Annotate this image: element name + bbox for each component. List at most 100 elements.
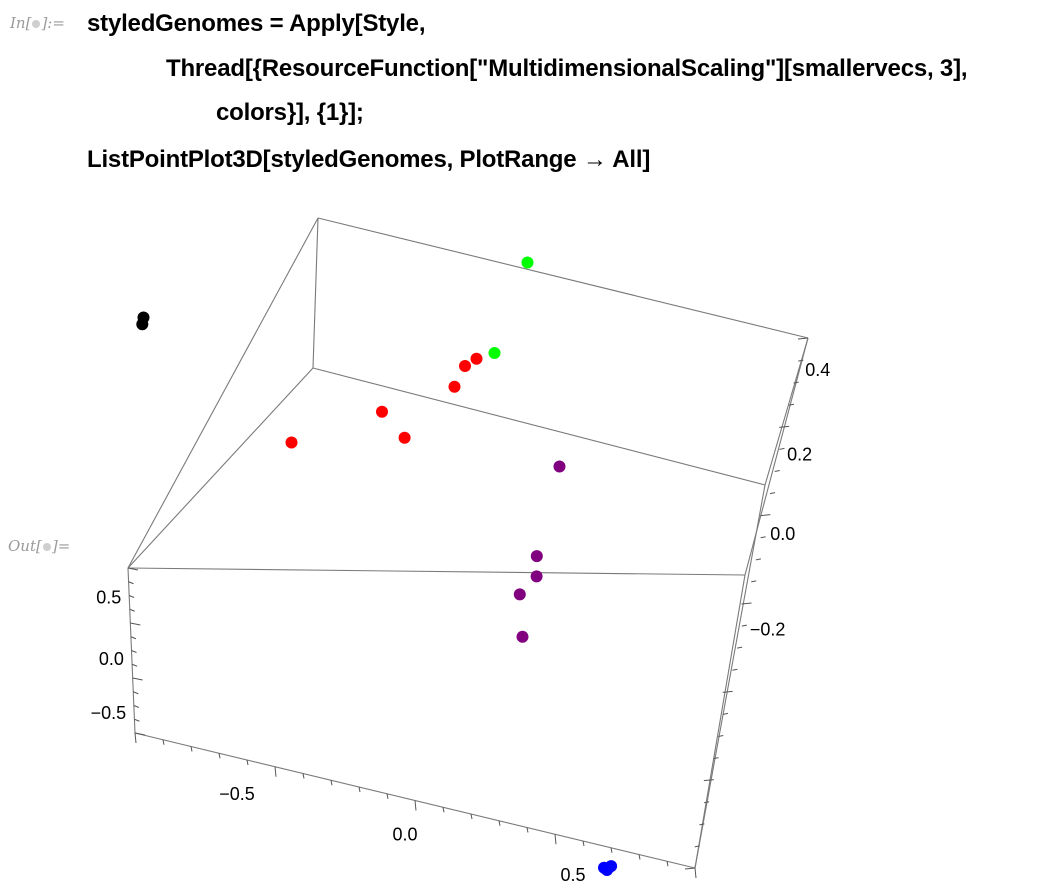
axis-ticks — [127, 337, 809, 879]
data-point — [488, 347, 501, 359]
z-tick — [718, 735, 724, 737]
z-tick — [751, 580, 757, 583]
z-tick — [779, 425, 790, 428]
y-tick — [131, 663, 138, 667]
x-tick — [162, 739, 165, 745]
data-point — [470, 352, 483, 365]
z-tick — [797, 337, 809, 340]
x-tick — [638, 854, 641, 860]
z-tick — [732, 668, 738, 671]
y-tick-label: 0.0 — [99, 649, 124, 669]
z-tick — [722, 690, 733, 693]
box-edge — [127, 367, 314, 569]
y-tick — [130, 636, 137, 640]
data-point — [448, 380, 461, 393]
y-tick — [128, 581, 134, 585]
box-edge — [312, 367, 766, 486]
y-tick — [130, 622, 141, 626]
box-edge — [127, 567, 746, 576]
z-tick — [760, 514, 771, 517]
data-point — [530, 550, 543, 563]
y-tick — [133, 691, 139, 695]
z-tick — [769, 492, 776, 495]
z-tick — [736, 646, 743, 649]
x-tick-label: −0.5 — [219, 784, 255, 804]
z-tick-label: 0.0 — [770, 524, 795, 544]
x-tick — [582, 840, 585, 847]
code-line-2[interactable]: Thread[{ResourceFunction["Multidimension… — [166, 55, 968, 82]
x-tick — [554, 834, 557, 845]
z-tick — [722, 712, 729, 715]
z-tick — [713, 757, 719, 760]
y-tick — [133, 705, 140, 708]
y-tick — [131, 650, 137, 653]
data-point — [521, 256, 534, 269]
z-tick — [699, 823, 705, 826]
z-tick — [704, 801, 710, 804]
data-point — [376, 405, 388, 418]
x-tick-label: 0.0 — [392, 825, 417, 845]
box-edge — [694, 574, 746, 869]
input-label-prefix: In[ — [10, 14, 32, 32]
z-tick-label: −0.2 — [750, 620, 786, 640]
input-label-suffix: ]:= — [41, 14, 65, 32]
x-tick — [498, 820, 501, 826]
x-tick — [666, 861, 669, 867]
cell-number-dot — [42, 543, 51, 551]
z-tick-label: 0.2 — [787, 445, 812, 465]
y-tick-label: 0.5 — [96, 588, 121, 608]
z-tick — [779, 447, 785, 450]
y-tick — [132, 677, 143, 681]
data-point — [285, 436, 298, 449]
output-label-prefix: Out[ — [8, 537, 42, 555]
output-label-suffix: ]= — [51, 537, 71, 555]
x-tick — [414, 800, 417, 811]
y-tick — [134, 732, 146, 736]
data-point — [398, 431, 411, 444]
x-tick — [302, 773, 305, 779]
y-tick — [129, 608, 135, 612]
z-tick — [788, 403, 794, 406]
y-tick — [134, 718, 140, 722]
x-tick — [526, 827, 529, 833]
x-tick — [134, 732, 137, 744]
z-tick — [774, 470, 780, 472]
x-tick — [470, 813, 473, 820]
code-line-4[interactable]: ListPointPlot3D[styledGenomes, PlotRange… — [87, 146, 651, 173]
z-tick — [694, 845, 700, 848]
x-tick — [218, 753, 221, 759]
x-tick — [610, 847, 613, 853]
z-tick-label: 0.4 — [805, 360, 830, 380]
box-edge — [127, 217, 319, 569]
z-tick — [684, 867, 696, 870]
data-point — [459, 360, 471, 372]
code-line-3[interactable]: colors}], {1}]; — [216, 99, 364, 126]
input-cell-label: In[ ]:= — [10, 14, 65, 32]
y-tick — [127, 567, 139, 571]
data-point — [530, 570, 543, 583]
cell-number-dot — [32, 20, 41, 28]
box-edge — [312, 217, 319, 369]
data-point — [516, 630, 529, 643]
z-tick — [703, 779, 714, 782]
box-edge — [317, 217, 809, 339]
x-tick — [694, 867, 697, 879]
z-tick — [741, 602, 752, 605]
x-tick — [442, 807, 445, 813]
z-tick — [755, 558, 762, 561]
y-tick-label: −0.5 — [91, 703, 127, 723]
x-tick — [330, 780, 333, 786]
bounding-box — [127, 217, 809, 869]
x-tick-label: 0.5 — [560, 865, 585, 885]
z-tick — [793, 381, 799, 384]
x-tick — [358, 786, 361, 793]
data-point — [553, 460, 566, 473]
data-point — [598, 861, 610, 874]
z-tick — [798, 359, 804, 362]
box-edge — [764, 337, 809, 486]
code-line-1[interactable]: styledGenomes = Apply[Style, — [87, 10, 426, 37]
x-tick — [386, 793, 389, 799]
data-points — [136, 256, 618, 876]
output-cell-label: Out[ ]= — [8, 537, 70, 555]
